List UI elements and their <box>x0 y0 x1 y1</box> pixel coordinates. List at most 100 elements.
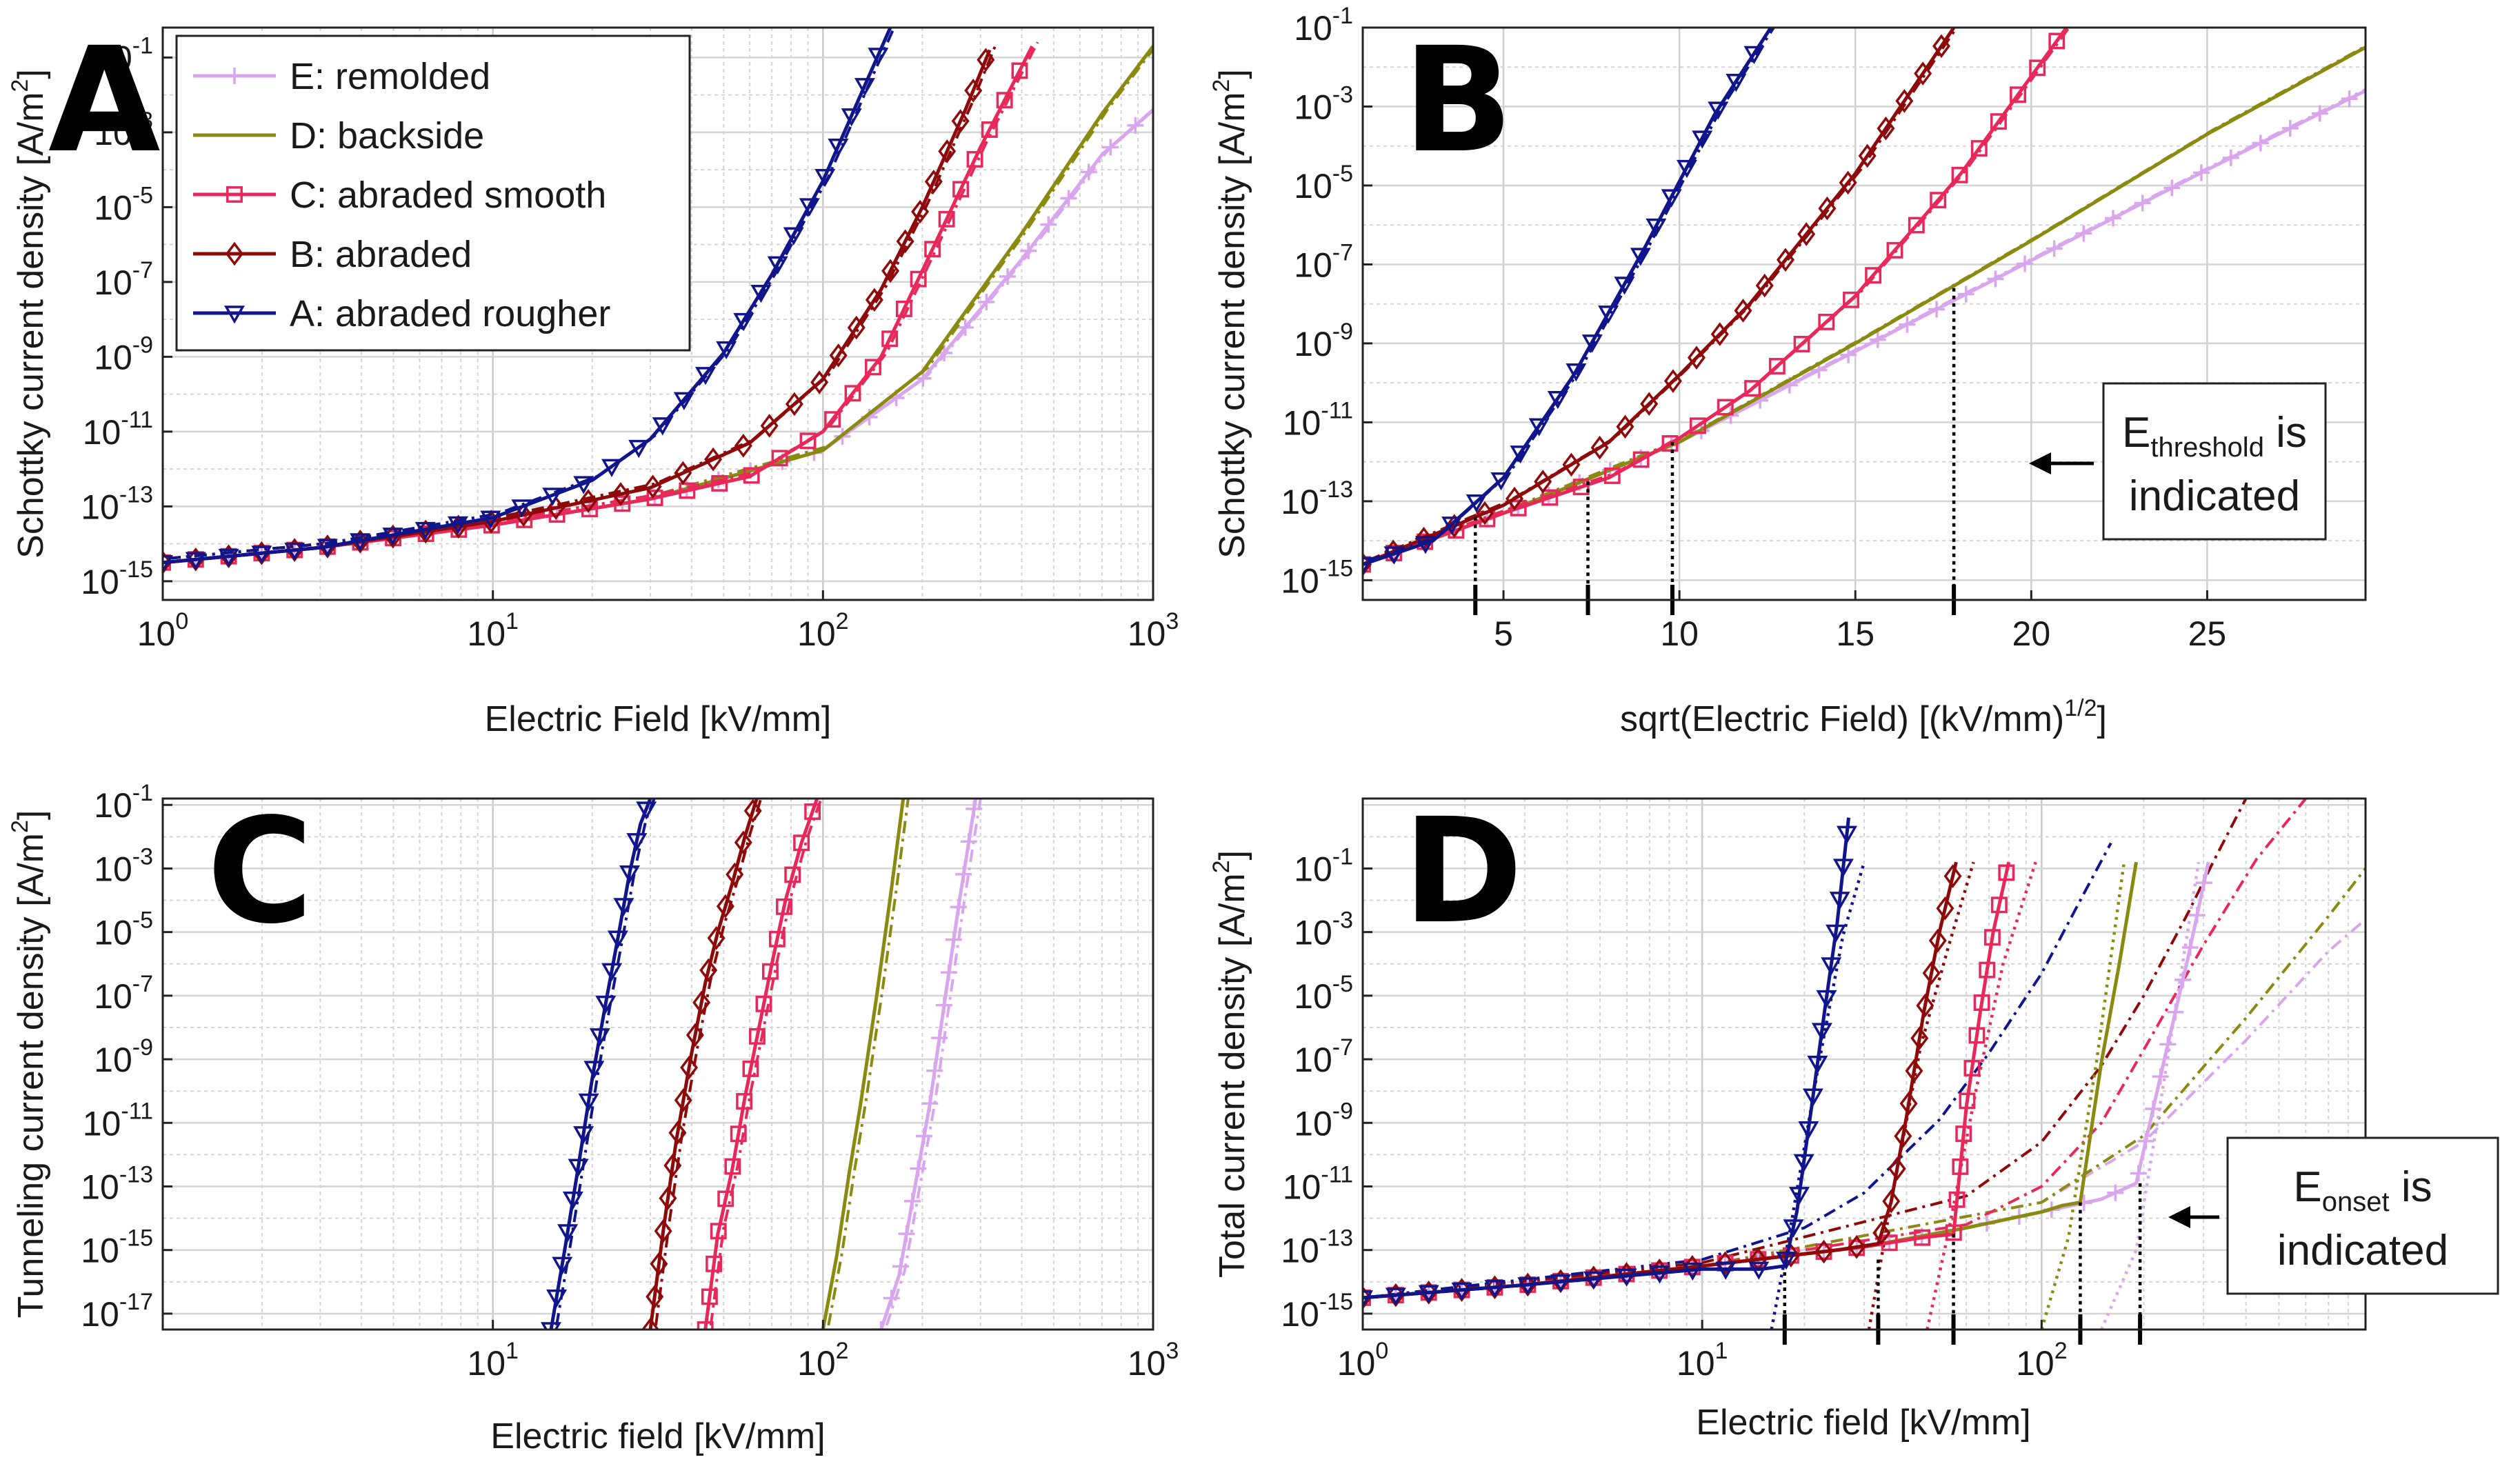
panel-a-marker-a <box>480 510 501 529</box>
legend-items: E: remolded D: backside C: abraded smooth B… <box>193 56 610 334</box>
panel-a-marker-a <box>414 521 436 541</box>
panel-b-y-tick-label: 10-7 <box>1294 239 1353 284</box>
panel-b-letter: B <box>1403 16 1513 185</box>
panel-a-marker-e <box>1060 190 1077 207</box>
panel-b-marker-c <box>1661 435 1679 452</box>
panel-b-marker-b <box>1640 392 1659 416</box>
panel-d-marker-a <box>1583 1271 1604 1290</box>
legend-label-e: E: remolded <box>290 56 490 97</box>
panel-b-marker-e <box>2075 225 2092 242</box>
panel-c-marker-a <box>562 1191 583 1210</box>
panel-b-marker-c <box>1572 479 1590 496</box>
panel-c-marker-a <box>573 1126 594 1145</box>
panel-c-marker-a <box>578 1093 599 1112</box>
panel-d-marker-c <box>1959 1092 1976 1110</box>
panel-a-y-tick-label: 10-15 <box>81 556 153 601</box>
panel-d-x-axis-title: Electric field [kV/mm] <box>1696 1403 2030 1443</box>
panel-c-marker-e <box>892 1258 910 1275</box>
panel-a-marker-b <box>810 370 829 394</box>
panel-a-marker-a <box>767 256 788 274</box>
panel-b-marker-a <box>1646 218 1667 237</box>
panel-a-fit-a <box>168 28 896 560</box>
panel-a-marker-b <box>674 461 692 485</box>
legend-item-a: A: abraded rougher <box>193 293 610 334</box>
panel-c-marker-c <box>804 803 821 820</box>
legend-label-c: C: abraded smooth <box>290 174 606 216</box>
panel-d-marker-e <box>2181 939 2199 956</box>
panel-a-marker-c <box>824 411 841 428</box>
threshold-annotation-line1: Ethreshold is <box>2122 409 2307 463</box>
panel-b-marker-c <box>1843 291 1859 308</box>
panel-a-x-tick-label: 102 <box>797 608 849 653</box>
panel-d-marker-a <box>1837 825 1858 844</box>
panel-c-y-tick-label: 10-11 <box>83 1098 153 1143</box>
panel-c-marker-e <box>931 1030 948 1047</box>
panel-d-marker-b <box>1928 928 1947 953</box>
panel-b-marker-c <box>1541 489 1559 506</box>
panel-d-marker-a <box>1821 957 1842 976</box>
panel-a-marker-b <box>951 109 970 133</box>
panel-a-marker-c <box>646 490 663 507</box>
legend-marker-c <box>226 186 243 203</box>
panel-c-marker-e <box>883 1290 900 1307</box>
panel-b-marker-c <box>1818 313 1835 330</box>
panel-b-marker-b <box>1534 470 1552 494</box>
onset-annotation: Eonset is indicated <box>2168 1136 2499 1295</box>
panel-b-marker-a <box>1528 418 1550 437</box>
panel-a-marker-a <box>601 459 623 477</box>
panel-a-marker-b <box>579 489 597 513</box>
panel-a-x-ticks: 100 101 102 103 <box>137 590 1179 653</box>
panel-b-marker-b <box>1858 143 1877 168</box>
panel-a-y-tick-label: 10-11 <box>83 407 153 452</box>
panel-b-marker-a <box>1614 277 1635 295</box>
onset-annotation-line1: Eonset is <box>2293 1163 2432 1217</box>
panel-a-y-tick-label: 10-13 <box>81 481 153 526</box>
panel-c-y-ticks: 10-1 10-3 10-5 10-7 10-9 10-11 10-13 10-15 10-17 <box>81 780 172 1334</box>
legend-marker-b <box>226 241 243 266</box>
panel-b-y-tick-label: 10-5 <box>1294 161 1353 205</box>
panel-b-marker-e <box>1987 270 2004 288</box>
panel-a-marker-a <box>511 499 532 518</box>
panel-a-marker-a <box>733 312 754 332</box>
panel-a-marker-a <box>382 528 403 546</box>
panel-b-marker-a <box>1441 517 1463 535</box>
panel-b-marker-e <box>2192 164 2210 181</box>
panel-c-marker-c <box>749 1027 766 1045</box>
panel-d-y-tick-label: 10-3 <box>1294 908 1353 952</box>
panel-b-marker-c <box>2048 32 2066 50</box>
panel-b-x-tick-label: 15 <box>1836 614 1874 653</box>
panel-c-marker-b <box>654 1219 672 1243</box>
panel-d-marker-b <box>1882 1189 1901 1214</box>
panel-a-marker-a <box>814 169 836 188</box>
panel-b-y-tick-label: 10-13 <box>1281 477 1353 521</box>
panel-a-marker-a <box>628 439 650 459</box>
panel-a-marker-b <box>547 496 566 520</box>
panel-a-marker-a <box>447 516 469 534</box>
panel-d-marker-a <box>1484 1280 1506 1298</box>
panel-c-letter: C <box>207 787 313 956</box>
panel-d-marker-e <box>2137 1132 2154 1150</box>
panel-d-schottky-curve-a <box>1363 842 2112 1299</box>
panel-c-marker-e <box>935 996 952 1014</box>
panel-a-marker-b <box>785 392 803 417</box>
panel-c-marker-c <box>776 898 792 915</box>
legend-item-d: D: backside <box>193 115 484 157</box>
panel-c: 101 102 103 10-1 10-3 10-5 10-7 10-9 10-11 10-13… <box>7 780 1179 1456</box>
panel-c-marker-c <box>730 1125 747 1143</box>
panel-c-marker-c <box>701 1288 718 1305</box>
panel-a-marker-b <box>924 169 943 194</box>
panel-d-marker-c <box>1973 994 1990 1011</box>
panel-a-border <box>161 26 1154 601</box>
panel-b-series-b <box>1363 28 1956 566</box>
panel-a-marker-e <box>1040 216 1057 233</box>
panel-a-marker-b <box>938 139 957 163</box>
panel-c-y-tick-label: 10-7 <box>94 971 153 1016</box>
panel-a-marker-c <box>679 482 696 499</box>
panel-b-marker-b <box>1562 452 1581 477</box>
panel-b-marker-a <box>1490 472 1512 491</box>
panel-d-marker-e <box>2145 1100 2162 1117</box>
panel-a-marker-b <box>896 229 914 254</box>
panel-c-fit-c <box>709 799 823 1326</box>
panel-a-marker-c <box>844 385 861 402</box>
panel-a-marker-c <box>881 330 899 348</box>
